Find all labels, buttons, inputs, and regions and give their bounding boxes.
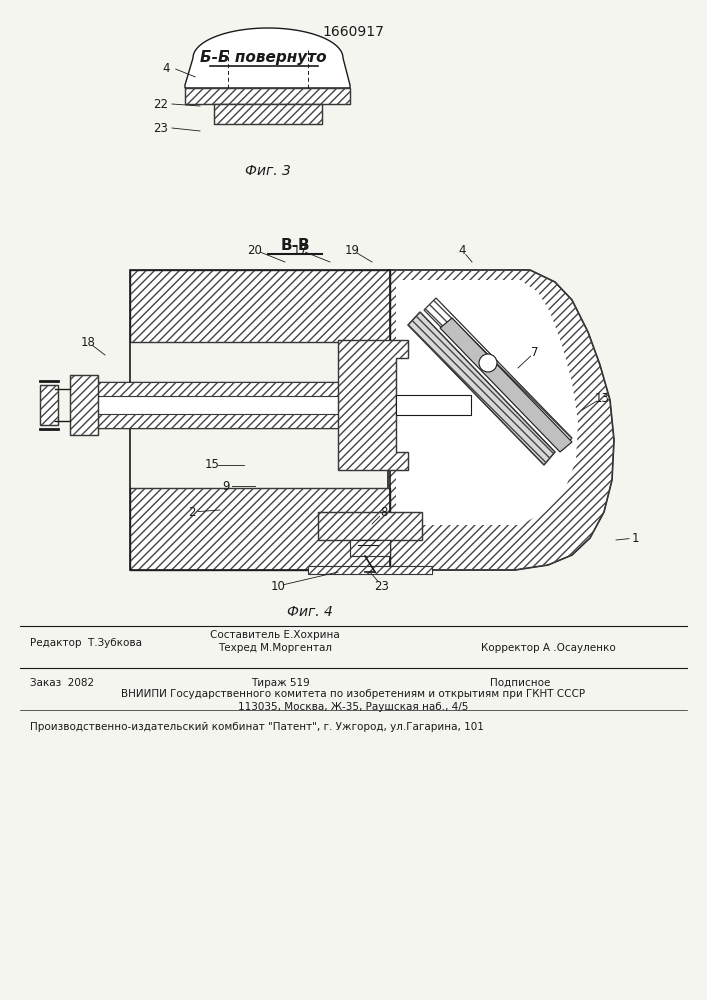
Text: Составитель Е.Хохрина: Составитель Е.Хохрина — [210, 630, 340, 640]
Text: 10: 10 — [271, 580, 286, 592]
Text: 113035, Москва, Ж-35, Раушская наб., 4/5: 113035, Москва, Ж-35, Раушская наб., 4/5 — [238, 702, 468, 712]
Text: 19: 19 — [344, 243, 359, 256]
Bar — [396, 395, 471, 415]
Bar — [40, 385, 58, 425]
Bar — [214, 104, 322, 124]
Bar — [75, 414, 395, 428]
Text: 13: 13 — [595, 391, 609, 404]
Polygon shape — [130, 488, 390, 570]
Text: 8: 8 — [380, 506, 387, 518]
Text: Б-Б повернуто: Б-Б повернуто — [199, 50, 327, 65]
Text: ВНИИПИ Государственного комитета по изобретениям и открытиям при ГКНТ СССР: ВНИИПИ Государственного комитета по изоб… — [121, 689, 585, 699]
Text: 18: 18 — [81, 336, 95, 349]
Text: Редактор  Т.Зубкова: Редактор Т.Зубкова — [30, 638, 142, 648]
Bar — [40, 385, 58, 425]
Bar — [318, 512, 422, 540]
Circle shape — [479, 354, 497, 372]
Bar — [70, 375, 98, 435]
Text: Техред М.Моргентал: Техред М.Моргентал — [218, 643, 332, 653]
Polygon shape — [424, 298, 572, 450]
Bar — [350, 540, 390, 556]
Text: 1660917: 1660917 — [322, 25, 384, 39]
Bar — [75, 382, 395, 396]
Bar — [308, 566, 432, 574]
Text: Фиг. 3: Фиг. 3 — [245, 164, 291, 178]
Bar — [75, 382, 395, 396]
Polygon shape — [130, 270, 390, 342]
Text: Фиг. 4: Фиг. 4 — [287, 605, 333, 619]
Text: 2: 2 — [188, 506, 196, 518]
Bar — [70, 375, 98, 435]
Text: В-В: В-В — [280, 238, 310, 253]
Polygon shape — [408, 312, 555, 465]
Polygon shape — [338, 340, 408, 470]
Bar — [185, 88, 350, 104]
Text: Заказ  2082: Заказ 2082 — [30, 678, 94, 688]
Text: 22: 22 — [153, 98, 168, 110]
Bar — [308, 566, 432, 574]
Text: 23: 23 — [153, 121, 168, 134]
Polygon shape — [440, 318, 572, 452]
Text: 4: 4 — [458, 243, 466, 256]
Text: 1: 1 — [631, 532, 638, 544]
Text: 23: 23 — [375, 580, 390, 592]
Text: Тираж 519: Тираж 519 — [250, 678, 310, 688]
Bar — [214, 104, 322, 124]
Text: 20: 20 — [247, 243, 262, 256]
Polygon shape — [185, 28, 350, 88]
Text: Подписное: Подписное — [490, 678, 550, 688]
Text: 17: 17 — [293, 243, 308, 256]
Bar — [75, 414, 395, 428]
Bar — [350, 540, 390, 556]
Bar — [185, 88, 350, 104]
Polygon shape — [388, 270, 614, 570]
Bar — [75, 382, 395, 428]
Text: 15: 15 — [204, 458, 219, 472]
Text: 9: 9 — [222, 480, 230, 492]
Text: 7: 7 — [531, 346, 539, 359]
Bar — [318, 512, 422, 540]
Text: 4: 4 — [163, 62, 170, 75]
Text: Корректор А .Осауленко: Корректор А .Осауленко — [481, 643, 615, 653]
Text: Производственно-издательский комбинат "Патент", г. Ужгород, ул.Гагарина, 101: Производственно-издательский комбинат "П… — [30, 722, 484, 732]
Polygon shape — [396, 280, 578, 525]
